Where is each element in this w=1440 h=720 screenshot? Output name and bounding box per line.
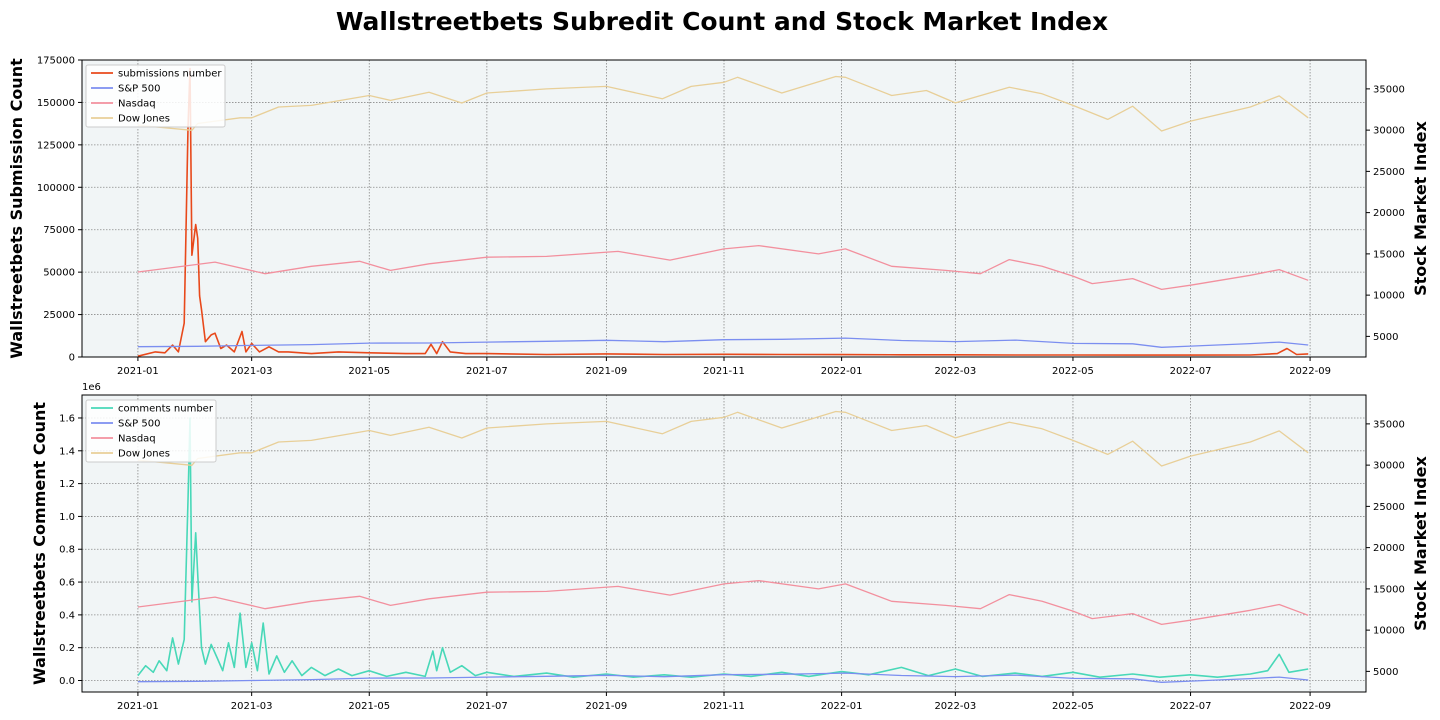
y-right-axis-label: Stock Market Index	[1411, 455, 1430, 630]
y-tick-label: 75000	[43, 225, 75, 236]
y-tick-label: 0.2	[59, 643, 75, 654]
y-right-tick-label: 10000	[1373, 291, 1405, 302]
x-tick-label: 2022-01	[821, 366, 863, 377]
x-tick-label: 2021-03	[231, 366, 273, 377]
series-line-nasdaq	[137, 579, 1309, 626]
legend-box	[85, 64, 226, 128]
x-tick-label: 2022-09	[1289, 366, 1331, 377]
y-tick-label: 150000	[37, 98, 75, 109]
y-tick-label: 0	[69, 353, 75, 364]
x-tick-label: 2021-09	[585, 701, 627, 712]
y-tick-label: 125000	[37, 140, 75, 151]
x-tick-label: 2021-05	[348, 701, 390, 712]
y-tick-label: 1.4	[59, 446, 75, 457]
legend: comments number S&P 500 Nasdaq Dow Jones	[85, 399, 217, 463]
x-tick-label: 2021-07	[466, 701, 508, 712]
series-line-nasdaq	[137, 244, 1309, 291]
legend-entry: Dow Jones	[118, 449, 170, 460]
series-line-dow-jones	[137, 410, 1309, 467]
comments-panel: 2021-01 2021-03 2021-05 2021-07 2021-09 2021-…	[30, 382, 1430, 712]
series-line-s-p-500	[137, 672, 1309, 683]
y-tick-label: 50000	[43, 268, 75, 279]
submissions-panel: 2021-01 2021-03 2021-05 2021-07 2021-09 2021-…	[7, 56, 1430, 378]
legend-entry: S&P 500	[118, 419, 160, 430]
y-right-tick-label: 5000	[1373, 667, 1398, 678]
y-tick-label: 1.6	[59, 413, 75, 424]
y-tick-label: 0.4	[59, 610, 75, 621]
y-axis-label: Wallstreetbets Submission Count	[7, 58, 26, 359]
legend-box	[85, 399, 217, 463]
x-tick-label: 2021-11	[703, 701, 745, 712]
y-right-tick-label: 30000	[1373, 126, 1405, 137]
y-offset-label: 1e6	[82, 382, 101, 393]
y-right-tick-label: 30000	[1373, 461, 1405, 472]
x-tick-label: 2022-03	[934, 701, 976, 712]
x-tick-label: 2022-07	[1170, 701, 1212, 712]
y-right-axis-label: Stock Market Index	[1411, 120, 1430, 295]
y-right-tick-label: 5000	[1373, 332, 1398, 343]
y-right-tick-label: 10000	[1373, 626, 1405, 637]
y-tick-label: 1.0	[59, 512, 75, 523]
y-axis-label: Wallstreetbets Comment Count	[30, 402, 49, 685]
y-tick-label: 1.2	[59, 479, 75, 490]
y-right-tick-label: 35000	[1373, 419, 1405, 430]
x-tick-label: 2021-01	[117, 366, 159, 377]
series-line-comments-number	[137, 417, 1309, 679]
x-tick-label: 2022-09	[1289, 701, 1331, 712]
y-right-tick-label: 35000	[1373, 84, 1405, 95]
y-right-tick-label: 25000	[1373, 167, 1405, 178]
x-tick-label: 2021-09	[585, 366, 627, 377]
series-line-s-p-500	[137, 337, 1309, 348]
y-tick-label: 0.0	[59, 676, 75, 687]
x-tick-label: 2021-01	[117, 701, 159, 712]
legend: submissions number S&P 500 Nasdaq Dow Jones	[85, 64, 226, 128]
y-right-tick-label: 20000	[1373, 543, 1405, 554]
y-right-tick-label: 25000	[1373, 502, 1405, 513]
x-tick-label: 2022-03	[934, 366, 976, 377]
x-tick-label: 2022-07	[1170, 366, 1212, 377]
y-right-tick-label: 15000	[1373, 584, 1405, 595]
y-tick-label: 0.8	[59, 545, 75, 556]
x-tick-label: 2021-05	[348, 366, 390, 377]
legend-entry: submissions number	[118, 69, 222, 80]
x-tick-label: 2021-07	[466, 366, 508, 377]
legend-entry: comments number	[118, 404, 214, 415]
series-line-submissions-number	[137, 67, 1309, 357]
x-tick-label: 2021-11	[703, 366, 745, 377]
x-tick-label: 2022-05	[1052, 366, 1094, 377]
x-tick-label: 2022-05	[1052, 701, 1094, 712]
x-tick-label: 2021-03	[231, 701, 273, 712]
series-line-dow-jones	[137, 75, 1309, 132]
legend-entry: Dow Jones	[118, 114, 170, 125]
y-right-tick-label: 20000	[1373, 208, 1405, 219]
y-tick-label: 25000	[43, 310, 75, 321]
y-tick-label: 0.6	[59, 578, 75, 589]
chart-title: Wallstreetbets Subredit Count and Stock …	[336, 7, 1108, 36]
x-tick-label: 2022-01	[821, 701, 863, 712]
y-tick-label: 100000	[37, 183, 75, 194]
y-right-tick-label: 15000	[1373, 249, 1405, 260]
legend-entry: Nasdaq	[118, 434, 156, 445]
legend-entry: Nasdaq	[118, 99, 156, 110]
legend-entry: S&P 500	[118, 84, 160, 95]
y-tick-label: 175000	[37, 56, 75, 67]
